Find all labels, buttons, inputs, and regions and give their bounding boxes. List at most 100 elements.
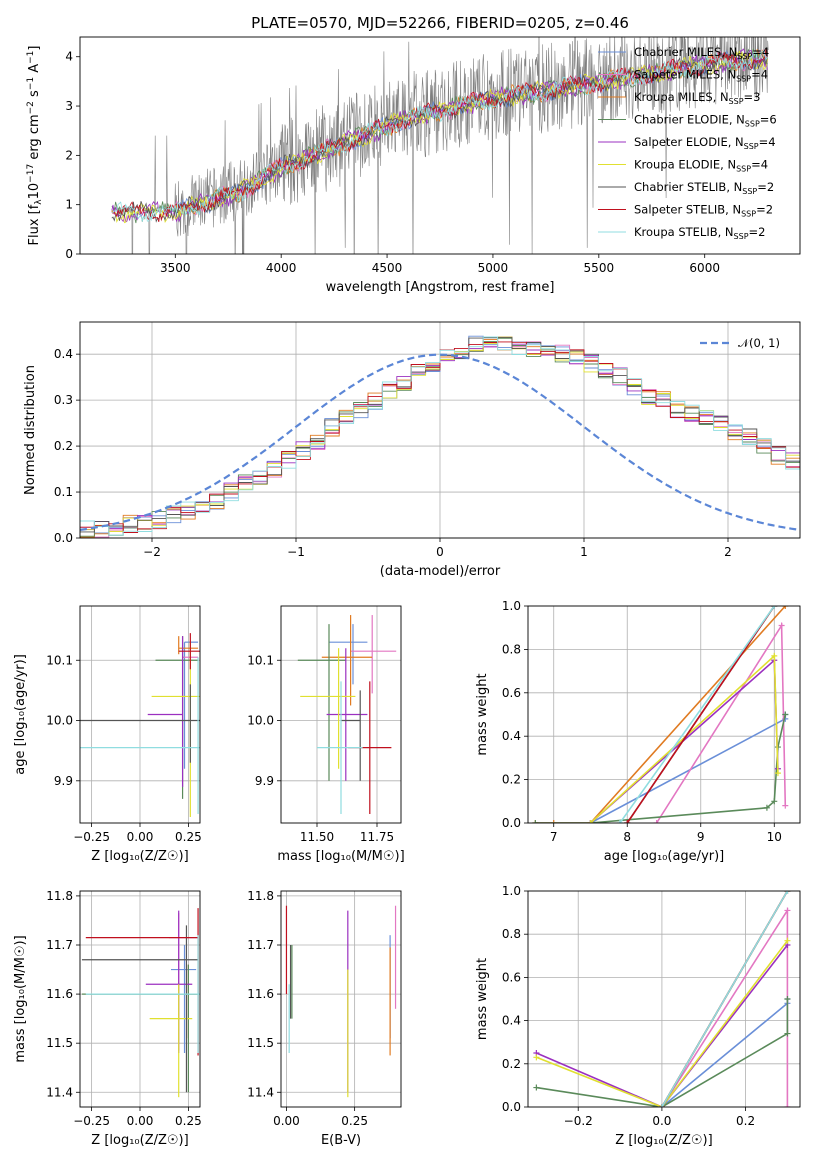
legend-series-name: Kroupa MILES, N: [634, 90, 729, 104]
axes-0: 3500 4000 4500 5000 5500 6000 0 1 2 3 4 PLATE=0570,…: [26, 14, 801, 295]
x-axis-label: Z [log₁₀(Z/Z☉)]: [91, 849, 188, 864]
spectrum-lines: [111, 37, 769, 254]
axes-4: 7 8 9 10 0.0 0.2 0.4 0.6 0.8 1.0 age [log₁₀(age/yr…: [475, 599, 801, 864]
x-tick-label: 8: [623, 830, 631, 844]
legend-series-name: Salpeter STELIB, N: [634, 203, 741, 217]
weight-marker: [782, 711, 789, 718]
legend-count: =2: [749, 225, 766, 239]
weight-marker: [784, 996, 791, 1002]
y-tick-label: 11.8: [46, 889, 73, 903]
weight-marker: [784, 937, 791, 944]
y-tick-label: 11.6: [46, 987, 73, 1001]
y-tick-label: 0.2: [54, 439, 73, 453]
x-tick-label: 0.2: [736, 1114, 755, 1128]
errorbars: [80, 633, 200, 817]
y-tick-label: 0.4: [54, 347, 73, 361]
y-axis-label: mass weight: [475, 673, 490, 755]
x-axis-label: mass [log₁₀(M/M☉)]: [277, 849, 404, 864]
x-axis-label: Z [log₁₀(Z/Z☉)]: [615, 1133, 712, 1148]
y-tick-label: 0.2: [502, 1057, 521, 1071]
weight-line: [536, 940, 789, 1107]
legend-label: Chabrier ELODIE, NSSP=6: [634, 113, 777, 129]
legend-label: Salpeter MILES, NSSP=4: [634, 68, 768, 84]
y-axis-label: age [log₁₀(age/yr)]: [13, 654, 28, 775]
legend-series-name: Kroupa STELIB, N: [634, 225, 734, 239]
y-tick-label: 0: [65, 247, 73, 261]
y-tick-label: 0.1: [54, 485, 73, 499]
legend-label: Chabrier STELIB, NSSP=2: [634, 180, 774, 196]
y-tick-label: 2: [65, 148, 73, 162]
x-tick-label: 5500: [584, 261, 615, 275]
x-tick-label: 4000: [266, 261, 297, 275]
y-axis-label-part: λ: [34, 199, 44, 205]
legend-series-name: Salpeter ELODIE, N: [634, 135, 744, 149]
x-tick-label: 4500: [372, 261, 403, 275]
legend-sub: SSP: [745, 120, 760, 129]
weight-marker: [784, 1030, 791, 1037]
errorbars: [285, 905, 397, 1098]
weight-marker: [624, 820, 631, 823]
y-tick-label: 0.0: [502, 1100, 521, 1114]
x-tick-label: 9: [697, 830, 705, 844]
y-tick-label: 0.6: [502, 686, 521, 700]
x-axis-label: E(B-V): [321, 1133, 361, 1148]
legend-sub: SSP: [737, 52, 752, 61]
y-tick-label: 0.6: [502, 970, 521, 984]
x-tick-label: 11.50: [300, 830, 334, 844]
axes-frame: [79, 890, 201, 1108]
weight-line: [619, 606, 775, 823]
weight-line: [626, 606, 775, 823]
chart-title: PLATE=0570, MJD=52266, FIBERID=0205, z=0…: [251, 14, 629, 32]
x-tick-label: −2: [143, 545, 161, 559]
y-axis-label-part: ]: [27, 46, 42, 51]
weight-marker: [784, 1104, 791, 1107]
weight-marker: [784, 907, 791, 914]
y-tick-label: 11.7: [247, 938, 274, 952]
histogram-step: [80, 335, 800, 534]
axes-1: −2 −1 0 1 2 0.0 0.1 0.2 0.3 0.4 (data-model)/error…: [23, 321, 801, 579]
y-tick-label: 11.7: [46, 938, 73, 952]
y-tick-label: 0.2: [502, 773, 521, 787]
y-tick-label: 3: [65, 99, 73, 113]
weight-marker: [533, 1054, 540, 1061]
y-axis-label-part: Flux [f: [27, 204, 42, 245]
y-axis-label: Flux [fλ10−17 erg cm−2 s−1 A−1]: [26, 46, 44, 246]
weight-marker: [763, 804, 770, 811]
weight-line: [589, 658, 779, 823]
legend-series-name: Chabrier STELIB, N: [634, 180, 742, 194]
x-tick-label: 0.25: [175, 830, 202, 844]
axes-layer: 3500 4000 4500 5000 5500 6000 0 1 2 3 4 PLATE=0570,…: [13, 14, 801, 1148]
axes-frame: [527, 605, 801, 824]
y-axis-label-part: A: [27, 64, 42, 77]
histogram-step: [80, 337, 800, 533]
y-tick-label: 0.4: [502, 729, 521, 743]
weight-marker: [771, 652, 778, 659]
y-axis-label: mass weight: [475, 958, 490, 1040]
y-axis-label-part: −1: [26, 77, 36, 90]
weight-marker: [778, 622, 785, 629]
x-axis-label: Z [log₁₀(Z/Z☉)]: [91, 1133, 188, 1148]
legend-count: =4: [752, 45, 769, 59]
weight-marker: [653, 820, 660, 823]
weight-marker: [771, 798, 778, 805]
x-tick-label: 0.00: [273, 1114, 300, 1128]
x-tick-label: 5000: [478, 261, 509, 275]
x-tick-label: 0.25: [175, 1114, 202, 1128]
axes-frame: [79, 605, 201, 824]
legend-sub: SSP: [734, 232, 749, 241]
legend-label: Kroupa STELIB, NSSP=2: [634, 225, 765, 241]
y-axis-label-part: 10: [27, 183, 42, 200]
y-tick-label: 0.0: [54, 531, 73, 545]
y-axis-label: mass [log₁₀(M/M☉)]: [13, 935, 28, 1062]
axes-frame: [280, 890, 402, 1108]
y-tick-label: 1: [65, 198, 73, 212]
y-tick-label: 0.0: [502, 816, 521, 830]
model-spectrum-line: [111, 50, 768, 223]
x-tick-label: 6000: [689, 261, 720, 275]
weight-line: [535, 714, 787, 823]
normal-reference-curve: [80, 353, 798, 531]
x-tick-label: 1: [580, 545, 588, 559]
weight-line: [661, 999, 789, 1107]
